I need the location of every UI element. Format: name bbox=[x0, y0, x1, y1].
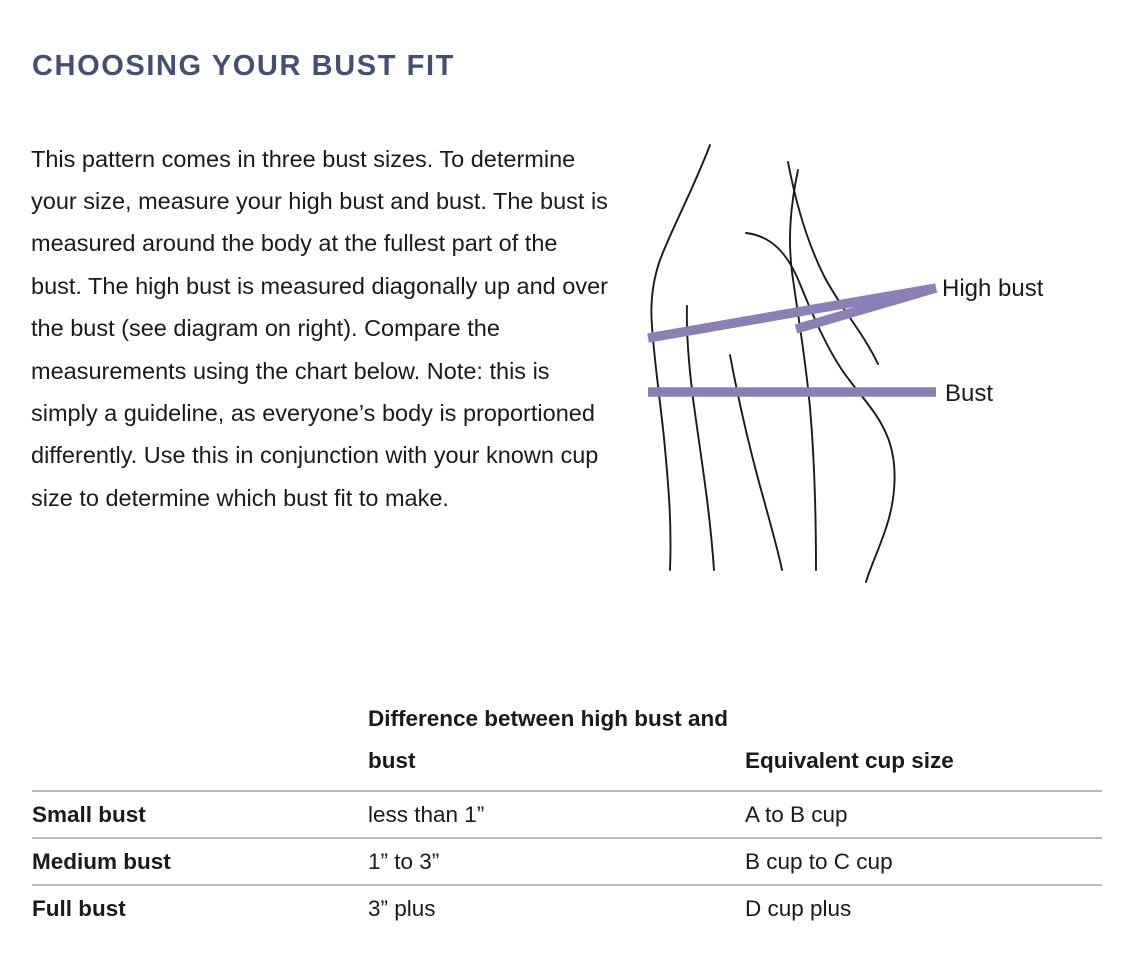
row-cupsize-medium: B cup to C cup bbox=[745, 838, 1102, 886]
table-row: Small bust less than 1” A to B cup bbox=[32, 791, 1102, 839]
table-row: Full bust 3” plus D cup plus bbox=[32, 885, 1102, 931]
row-difference-medium: 1” to 3” bbox=[368, 838, 745, 886]
table-header-row: Difference between high bust and bust Eq… bbox=[32, 698, 1102, 792]
high-bust-measure-line bbox=[647, 283, 937, 343]
bust-fit-table: Difference between high bust and bust Eq… bbox=[32, 698, 1102, 931]
high-bust-measure-line-upper bbox=[794, 283, 938, 334]
row-difference-full: 3” plus bbox=[368, 895, 436, 921]
table-header-blank bbox=[32, 698, 368, 792]
bust-measurement-diagram: High bust Bust bbox=[620, 120, 1120, 590]
row-fit-full: Full bust bbox=[32, 895, 126, 921]
table-header-cup-size: Equivalent cup size bbox=[745, 698, 1102, 792]
table-row: Medium bust 1” to 3” B cup to C cup bbox=[32, 838, 1102, 886]
page-title: CHOOSING YOUR BUST FIT bbox=[32, 50, 455, 82]
row-fit-small: Small bust bbox=[32, 791, 368, 839]
table-header-difference: Difference between high bust and bust bbox=[368, 698, 745, 792]
torso-profile-illustration bbox=[647, 144, 938, 583]
row-cupsize-small: A to B cup bbox=[745, 791, 1102, 839]
row-difference-small: less than 1” bbox=[368, 791, 745, 839]
intro-paragraph: This pattern comes in three bust sizes. … bbox=[31, 145, 608, 511]
bust-label: Bust bbox=[945, 380, 994, 407]
row-fit-medium: Medium bust bbox=[32, 838, 368, 886]
row-cupsize-full: D cup plus bbox=[745, 895, 852, 921]
high-bust-label: High bust bbox=[942, 275, 1044, 302]
